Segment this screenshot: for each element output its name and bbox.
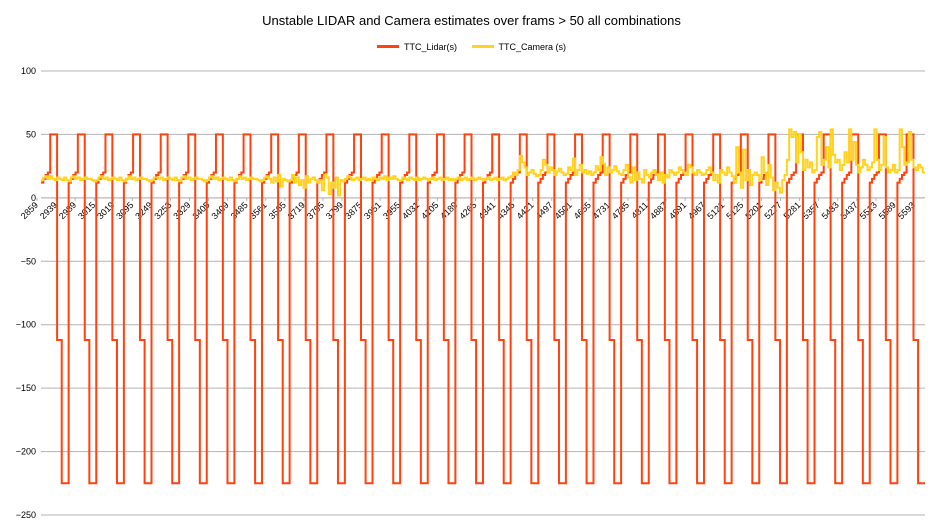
x-tick-label: 3799: [324, 200, 345, 221]
y-tick-label: 0: [31, 193, 36, 203]
series-line-camera: [41, 128, 925, 197]
x-tick-label: 5125: [724, 200, 745, 221]
series-line-lidar: [41, 133, 925, 485]
x-tick-label: 2989: [57, 200, 78, 221]
x-tick-label: 3253: [152, 200, 173, 221]
legend-swatch-lidar: [376, 45, 399, 48]
x-tick-label: 4421: [515, 200, 536, 221]
x-tick-label: 4341: [476, 200, 497, 221]
y-tick-label: 100: [21, 66, 36, 76]
x-tick-label: 4501: [553, 200, 574, 221]
x-tick-label: 4031: [400, 200, 421, 221]
x-tick-label: 3405: [190, 200, 211, 221]
legend-swatch-camera: [471, 45, 494, 48]
x-tick-label: 4887: [648, 200, 669, 221]
x-tick-label: 4265: [457, 200, 478, 221]
legend-item-camera: TTC_Camera (s): [471, 41, 567, 52]
legend: TTC_Lidar(s) TTC_Camera (s): [0, 40, 943, 52]
x-tick-label: 5201: [743, 200, 764, 221]
x-tick-label: 3485: [229, 200, 250, 221]
x-tick-label: 5121: [705, 200, 726, 221]
y-tick-label: −100: [16, 320, 36, 330]
x-tick-label: 5513: [858, 200, 879, 221]
x-tick-label: 4497: [534, 200, 555, 221]
y-tick-label: −150: [16, 383, 36, 393]
x-tick-label: 3795: [305, 200, 326, 221]
y-tick-label: −50: [21, 256, 36, 266]
y-tick-label: −200: [16, 447, 36, 457]
x-tick-label: 4105: [419, 200, 440, 221]
y-tick-label: 50: [26, 129, 36, 139]
legend-label-camera: TTC_Camera (s): [498, 41, 567, 52]
x-tick-label: 5589: [877, 200, 898, 221]
x-tick-label: 3409: [210, 200, 231, 221]
y-axis: 100 50 0 −50 −100 −150 −200 −250: [16, 66, 36, 520]
x-tick-label: 4811: [629, 200, 650, 221]
x-tick-label: 3015: [76, 200, 97, 221]
y-tick-label: −250: [16, 510, 36, 520]
x-tick-label: 3329: [171, 200, 192, 221]
legend-item-lidar: TTC_Lidar(s): [376, 41, 457, 52]
x-tick-label: 2939: [38, 200, 59, 221]
x-tick-label: 2859: [19, 200, 40, 221]
chart-title: Unstable LIDAR and Camera estimates over…: [262, 13, 681, 28]
series-group: [41, 128, 925, 485]
x-tick-label: 5277: [762, 200, 783, 221]
x-tick-label: 5281: [781, 200, 802, 221]
legend-label-lidar: TTC_Lidar(s): [403, 41, 457, 52]
x-tick-label: 4891: [667, 200, 688, 221]
